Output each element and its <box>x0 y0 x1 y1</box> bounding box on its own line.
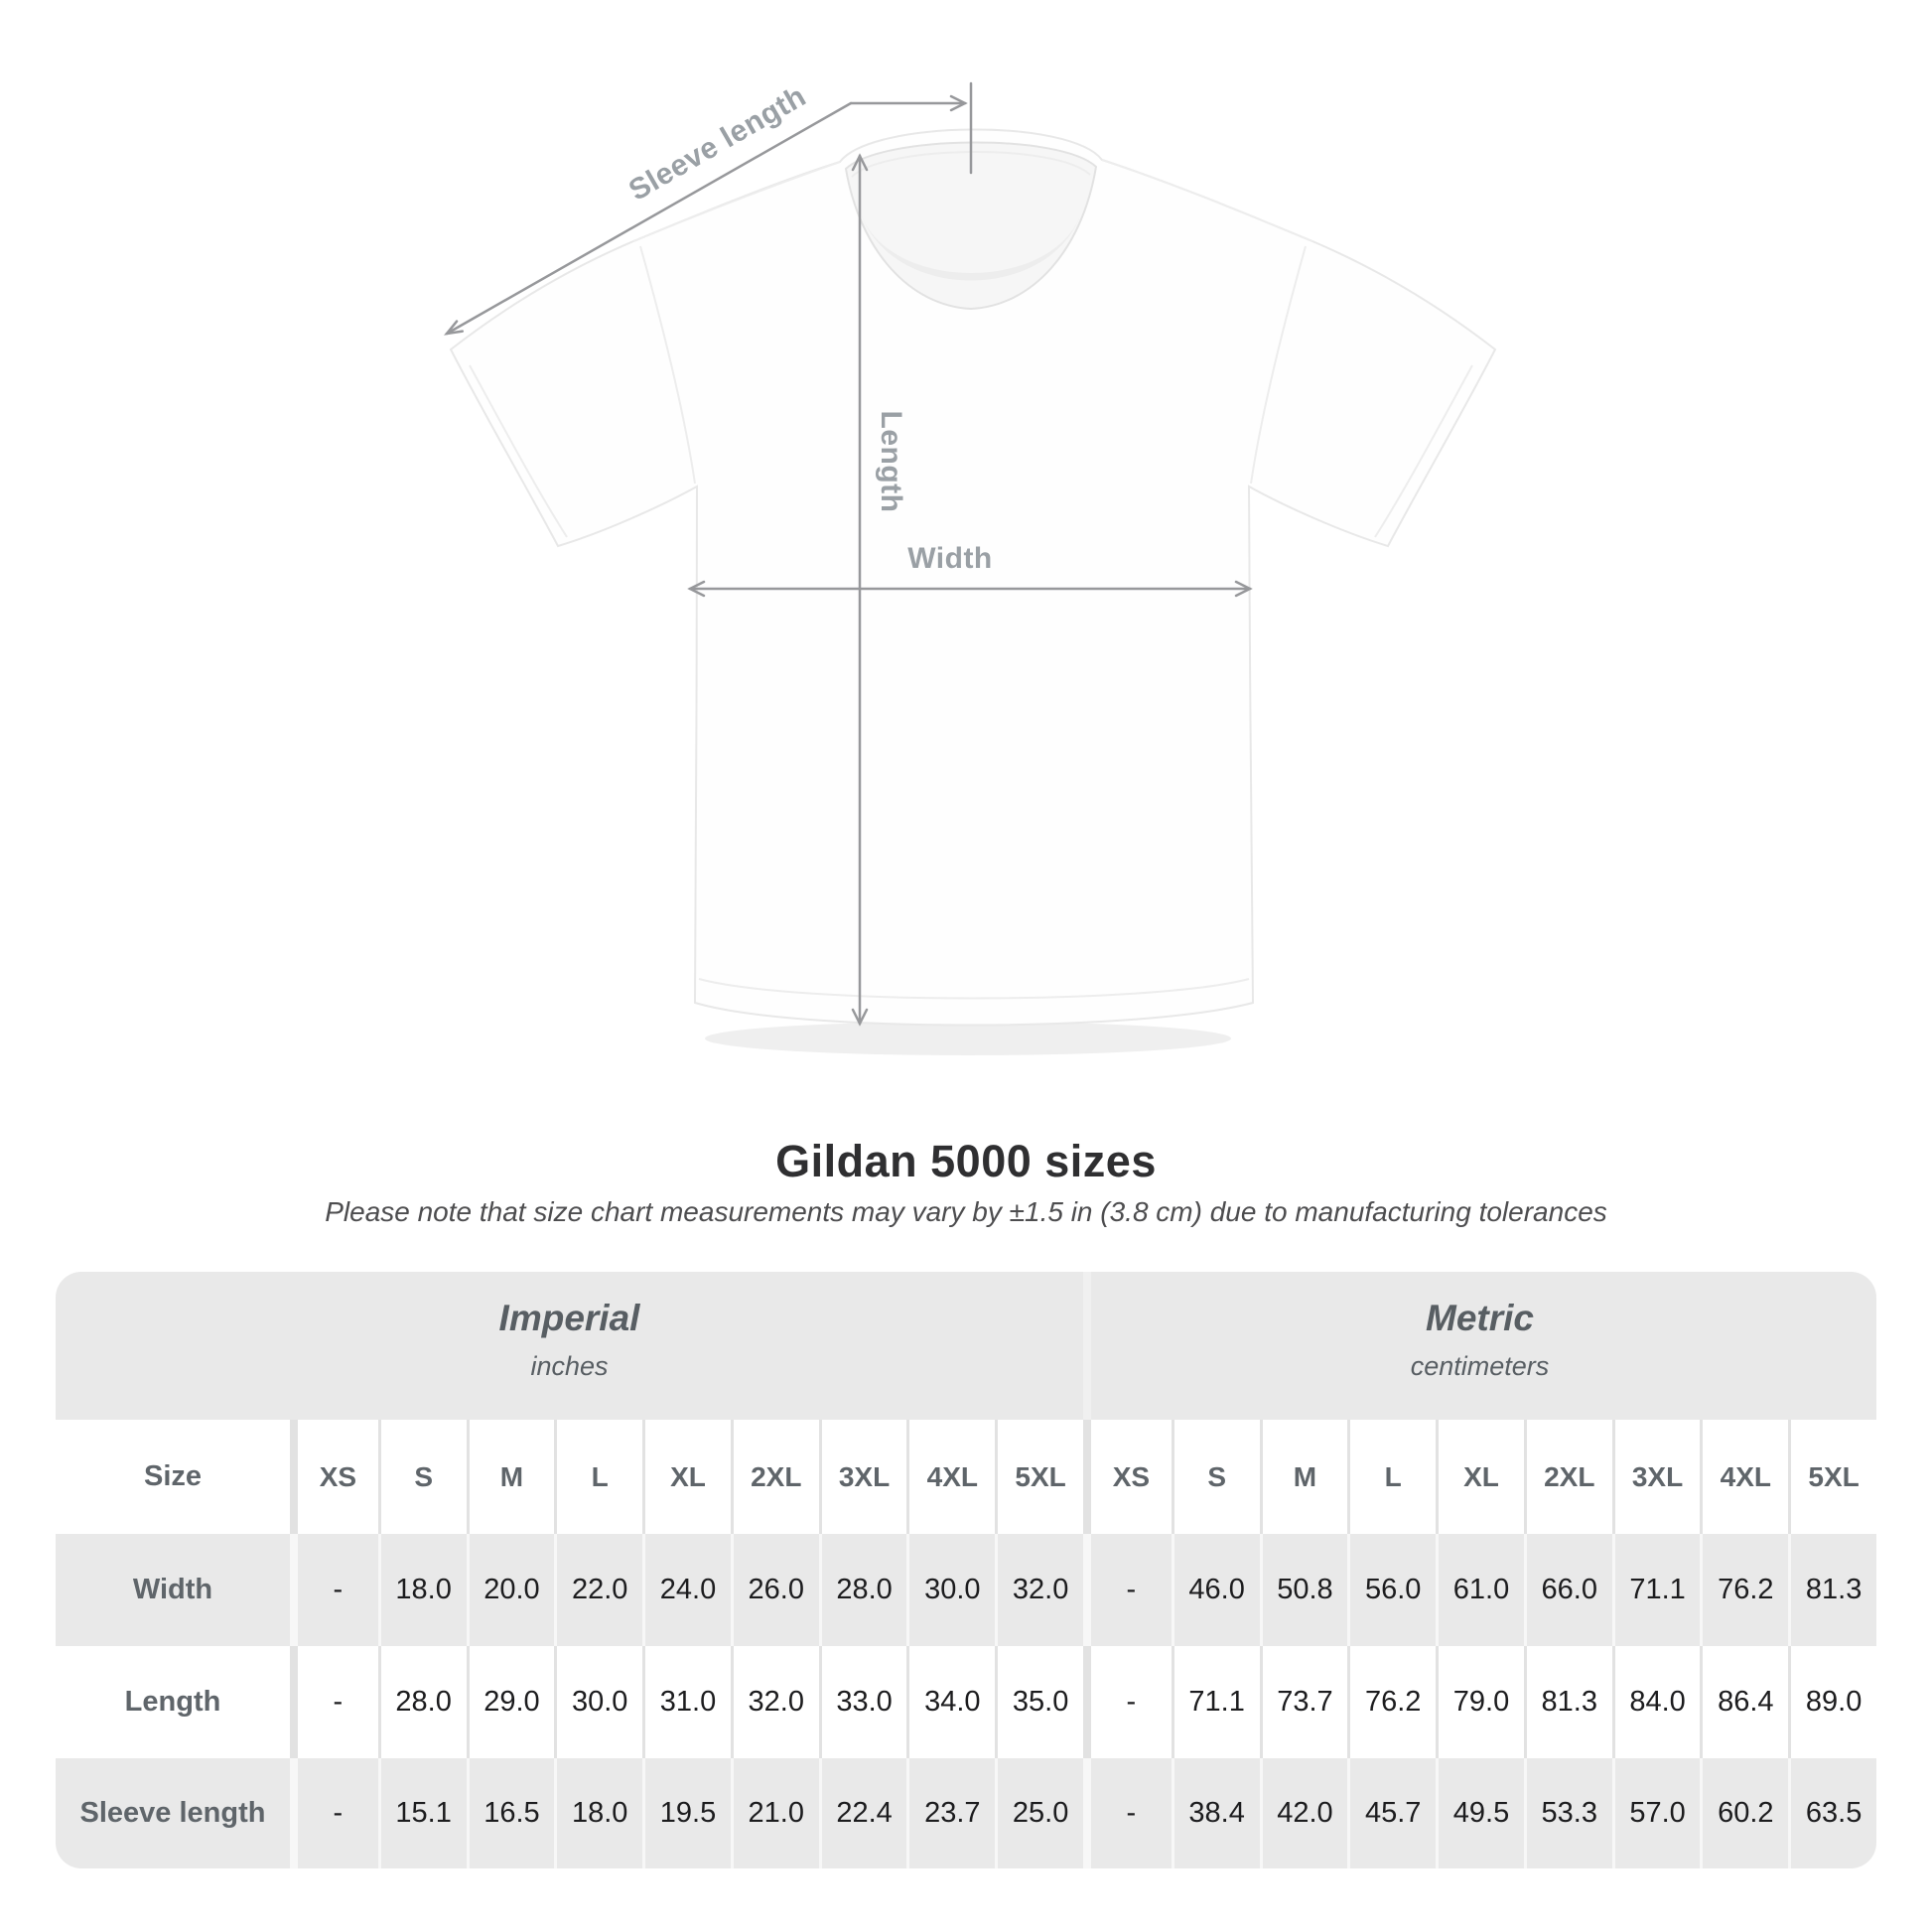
value-cell: 53.3 <box>1523 1758 1612 1868</box>
value-cell: 63.5 <box>1788 1758 1876 1868</box>
value-cell: 35.0 <box>995 1646 1083 1758</box>
value-cell: 19.5 <box>642 1758 731 1868</box>
size-col-header: M <box>466 1420 555 1534</box>
value-cell: 56.0 <box>1347 1534 1437 1646</box>
value-cell: 42.0 <box>1259 1758 1348 1868</box>
table-header-band: Imperial inches Metric centimeters <box>56 1272 1876 1420</box>
value-cell: 15.1 <box>377 1758 467 1868</box>
row-label: Length <box>56 1646 290 1758</box>
value-cell: 22.4 <box>818 1758 907 1868</box>
value-cell: 26.0 <box>730 1534 819 1646</box>
value-cell: 28.0 <box>818 1534 907 1646</box>
value-cell: 61.0 <box>1436 1534 1524 1646</box>
value-cell: - <box>290 1534 378 1646</box>
tshirt-graphic <box>443 81 1497 1055</box>
value-cell: 38.4 <box>1171 1758 1260 1868</box>
size-col-header: XS <box>1083 1420 1172 1534</box>
size-col-header: 2XL <box>1523 1420 1612 1534</box>
size-col-header: XS <box>290 1420 378 1534</box>
value-cell: 45.7 <box>1347 1758 1437 1868</box>
metric-unit: centimeters <box>1410 1351 1550 1381</box>
value-cell: 28.0 <box>377 1646 467 1758</box>
size-col-header: S <box>1171 1420 1260 1534</box>
imperial-header: Imperial <box>498 1298 640 1338</box>
value-cell: 46.0 <box>1171 1534 1260 1646</box>
value-cell: 20.0 <box>466 1534 555 1646</box>
value-cell: 30.0 <box>554 1646 643 1758</box>
value-cell: 23.7 <box>906 1758 996 1868</box>
size-col-header: 2XL <box>730 1420 819 1534</box>
metric-header: Metric <box>1426 1298 1534 1338</box>
size-col-header: 5XL <box>1788 1420 1876 1534</box>
value-cell: - <box>290 1646 378 1758</box>
value-cell: 81.3 <box>1523 1646 1612 1758</box>
width-arrow <box>687 580 1253 598</box>
dimension-lines <box>443 81 1253 1027</box>
value-cell: 21.0 <box>730 1758 819 1868</box>
value-cell: 71.1 <box>1611 1534 1701 1646</box>
size-col-header: L <box>554 1420 643 1534</box>
value-cell: 29.0 <box>466 1646 555 1758</box>
value-cell: 76.2 <box>1700 1534 1789 1646</box>
value-cell: - <box>290 1758 378 1868</box>
sleeve-length-arrow <box>443 94 968 336</box>
row-label: Width <box>56 1534 290 1646</box>
value-cell: 86.4 <box>1700 1646 1789 1758</box>
hem-shadow <box>705 1022 1231 1055</box>
value-cell: 89.0 <box>1788 1646 1876 1758</box>
value-cell: 18.0 <box>554 1758 643 1868</box>
collar-opening <box>844 141 1098 311</box>
value-cell: 30.0 <box>906 1534 996 1646</box>
metric-section-header: Metric centimeters <box>1083 1272 1876 1420</box>
value-cell: 84.0 <box>1611 1646 1701 1758</box>
value-cell: 18.0 <box>377 1534 467 1646</box>
size-col-header: 3XL <box>818 1420 907 1534</box>
size-col-header: L <box>1347 1420 1437 1534</box>
value-cell: 33.0 <box>818 1646 907 1758</box>
unit-section-divider <box>1083 1272 1091 1420</box>
value-cell: 71.1 <box>1171 1646 1260 1758</box>
imperial-unit: inches <box>530 1351 609 1381</box>
value-cell: 60.2 <box>1700 1758 1789 1868</box>
value-cell: - <box>1083 1534 1172 1646</box>
value-cell: 24.0 <box>642 1534 731 1646</box>
value-cell: 66.0 <box>1523 1534 1612 1646</box>
row-label: Sleeve length <box>56 1758 290 1868</box>
value-cell: 25.0 <box>995 1758 1083 1868</box>
value-cell: 31.0 <box>642 1646 731 1758</box>
size-table-grid: Size XS S M L XL 2XL 3XL 4XL 5XL XS S M L XL 2XL 3XL 4XL 5… <box>56 1420 1876 1868</box>
value-cell: - <box>1083 1646 1172 1758</box>
tshirt-seams <box>469 150 1473 1000</box>
length-label: Length <box>875 410 907 513</box>
size-col-header: 5XL <box>995 1420 1083 1534</box>
value-cell: - <box>1083 1758 1172 1868</box>
tshirt-body <box>449 128 1497 1027</box>
value-cell: 34.0 <box>906 1646 996 1758</box>
size-col-header: XL <box>1436 1420 1524 1534</box>
size-col-header: 3XL <box>1611 1420 1701 1534</box>
size-table: Imperial inches Metric centimeters Size X… <box>56 1272 1876 1868</box>
value-cell: 50.8 <box>1259 1534 1348 1646</box>
value-cell: 32.0 <box>995 1534 1083 1646</box>
value-cell: 81.3 <box>1788 1534 1876 1646</box>
value-cell: 22.0 <box>554 1534 643 1646</box>
value-cell: 57.0 <box>1611 1758 1701 1868</box>
imperial-section-header: Imperial inches <box>56 1272 1083 1420</box>
size-col-header: 4XL <box>1700 1420 1789 1534</box>
value-cell: 49.5 <box>1436 1758 1524 1868</box>
size-row-header: Size <box>56 1420 290 1534</box>
size-col-header: XL <box>642 1420 731 1534</box>
value-cell: 76.2 <box>1347 1646 1437 1758</box>
value-cell: 79.0 <box>1436 1646 1524 1758</box>
width-label: Width <box>907 542 993 575</box>
page-title: Gildan 5000 sizes <box>775 1136 1157 1186</box>
size-col-header: M <box>1259 1420 1348 1534</box>
page-subtitle: Please note that size chart measurements… <box>325 1196 1607 1227</box>
value-cell: 16.5 <box>466 1758 555 1868</box>
size-col-header: S <box>377 1420 467 1534</box>
value-cell: 32.0 <box>730 1646 819 1758</box>
value-cell: 73.7 <box>1259 1646 1348 1758</box>
size-col-header: 4XL <box>906 1420 996 1534</box>
